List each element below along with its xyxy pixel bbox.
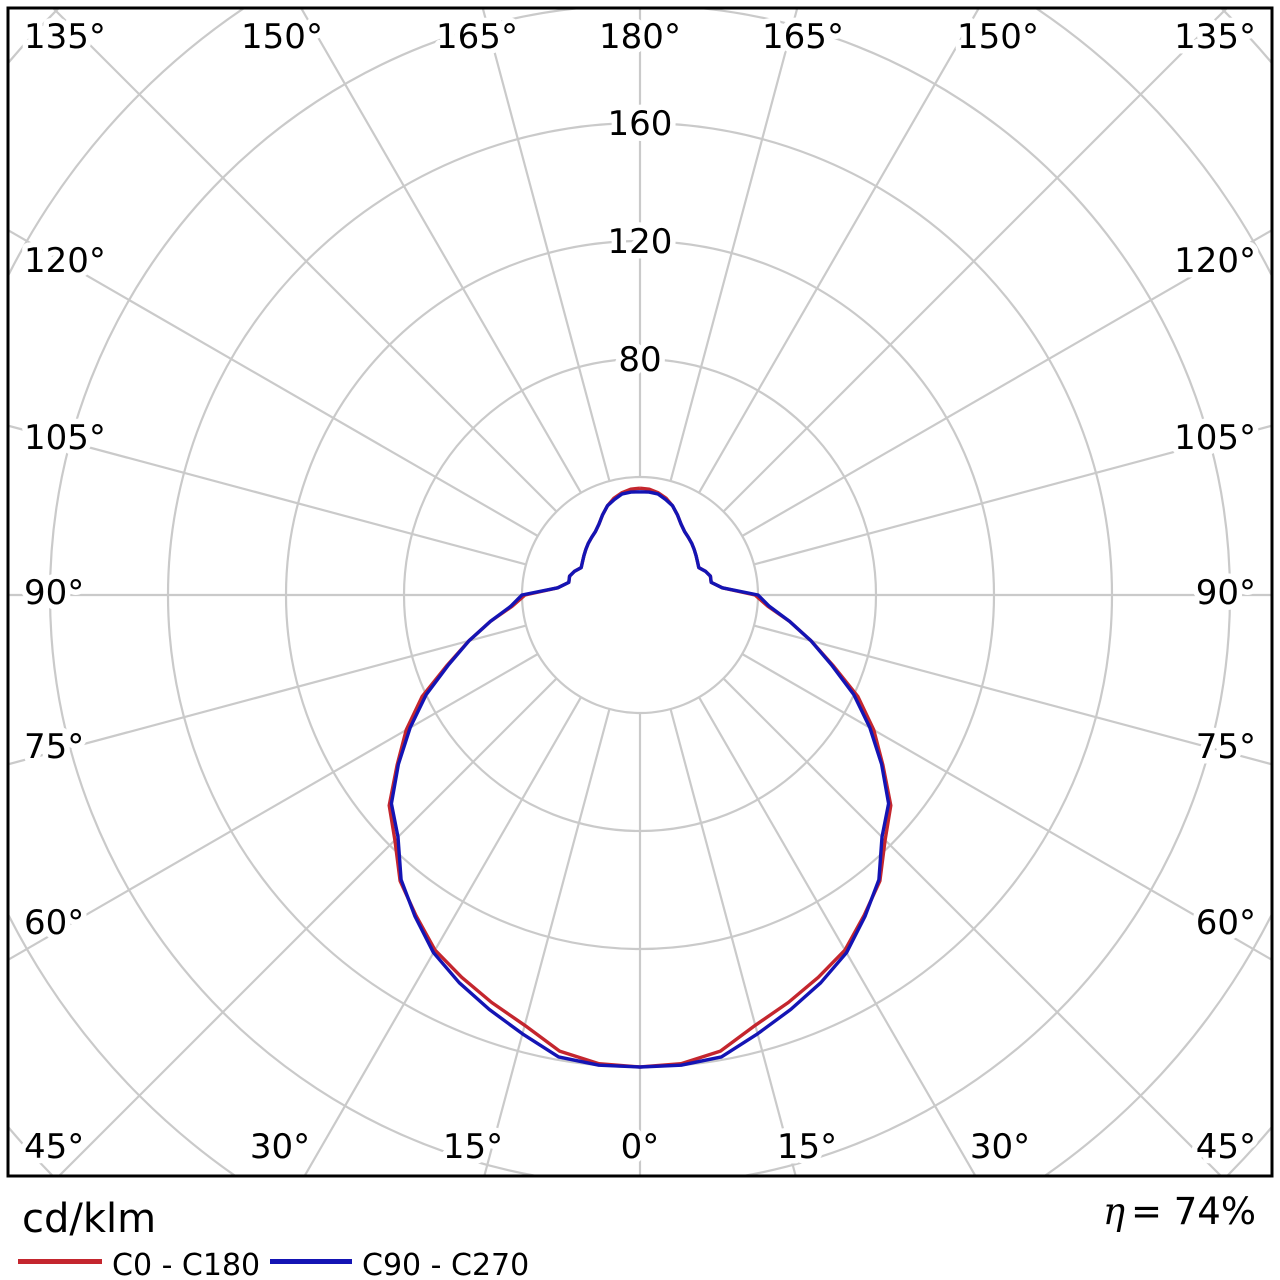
polar-grid-spoke (9, 229, 539, 537)
tick-labels: 135° 150° 165° 180° 165° 150° 135° 45° 30° 15° 0° 1… (19, 12, 1262, 1173)
polar-grid-spoke (722, 677, 1222, 1175)
polar-grid-spoke (698, 696, 976, 1175)
angle-tick-label: 165° (762, 17, 844, 57)
polar-grid-spoke (669, 708, 797, 1175)
angle-tick-label: 180° (599, 17, 681, 57)
unit-label: cd/klm (22, 1196, 157, 1242)
legend-label-c0-c180: C0 - C180 (112, 1248, 261, 1280)
angle-tick-label: 75° (24, 727, 84, 767)
angle-tick-label: 165° (436, 17, 518, 57)
angle-tick-label: 15° (443, 1127, 503, 1167)
polar-grid-spoke (9, 424, 527, 566)
curve-c90-c270 (389, 490, 891, 1069)
polar-grid-spoke (9, 624, 527, 766)
angle-tick-label: 60° (24, 903, 84, 943)
polar-grid-spoke (741, 229, 1271, 537)
plot-frame (6, 6, 1274, 1178)
angle-tick-label: 135° (1174, 17, 1256, 57)
polar-grid-spoke (58, 677, 558, 1175)
polar-grid-spoke (304, 696, 582, 1175)
efficiency-label: η = 74% (1103, 1190, 1256, 1233)
angle-tick-label: 15° (777, 1127, 837, 1167)
polar-grid-spoke (669, 9, 799, 482)
angle-tick-label: 60° (1196, 903, 1256, 943)
legend-swatch-c90-c270 (270, 1259, 352, 1264)
angle-tick-label: 135° (24, 17, 106, 57)
angle-tick-label: 120° (1174, 241, 1256, 281)
angle-tick-label: 30° (970, 1127, 1030, 1167)
angle-tick-label: 75° (1196, 727, 1256, 767)
intensity-tick-label: 120 (608, 222, 673, 262)
eta-value: = 74% (1130, 1190, 1256, 1233)
polar-grid-spoke (753, 424, 1271, 566)
legend-label-c90-c270: C90 - C270 (362, 1248, 530, 1280)
polar-grid-spoke (722, 9, 1228, 513)
intensity-tick-label: 80 (618, 340, 661, 380)
angle-tick-label: 45° (1196, 1127, 1256, 1167)
angle-tick-label: 150° (957, 17, 1039, 57)
angle-tick-label: 90° (24, 573, 84, 613)
angle-tick-label: 105° (24, 418, 106, 458)
intensity-tick-label: 160 (608, 104, 673, 144)
polar-grid-spoke (483, 708, 611, 1175)
angle-tick-label: 90° (1196, 573, 1256, 613)
eta-symbol: η (1102, 1190, 1125, 1233)
polar-grid-spoke (300, 9, 582, 494)
angle-tick-label: 45° (24, 1127, 84, 1167)
polar-grid-spoke (52, 9, 558, 513)
angle-tick-label: 120° (24, 241, 106, 281)
polar-grid-spoke (741, 653, 1271, 961)
angle-tick-label: 105° (1174, 418, 1256, 458)
polar-grid-spoke (481, 9, 611, 482)
angle-tick-label: 30° (250, 1127, 310, 1167)
polar-grid-spoke (9, 653, 539, 961)
polar-grid-spoke (698, 9, 980, 494)
angle-tick-label: 150° (241, 17, 323, 57)
angle-tick-label: 0° (621, 1127, 660, 1167)
distribution-curves (387, 486, 893, 1069)
legend-swatch-c0-c180 (18, 1259, 102, 1264)
polar-grid-spoke (753, 624, 1271, 766)
